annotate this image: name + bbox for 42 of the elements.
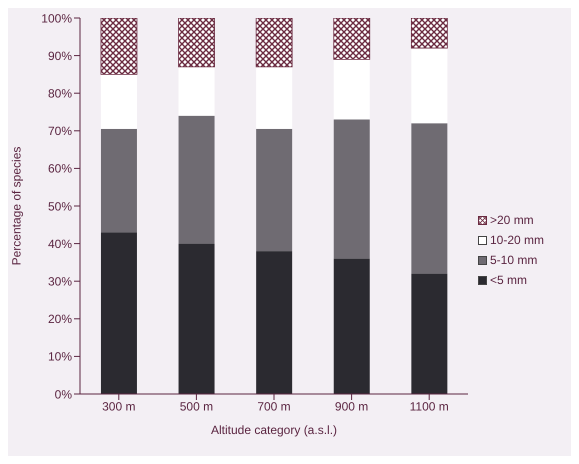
y-tick-label: 70% <box>48 124 72 138</box>
legend-label: 5-10 mm <box>490 253 538 267</box>
y-tick-label: 50% <box>48 199 72 214</box>
bar <box>334 120 370 259</box>
bar <box>100 74 137 129</box>
bar <box>100 18 138 75</box>
bar <box>334 59 370 120</box>
bar <box>178 18 215 68</box>
y-tick-label: 20% <box>48 312 72 326</box>
bar <box>334 258 370 394</box>
x-axis-title: Altitude category (a.s.l.) <box>210 423 338 437</box>
bar <box>256 18 293 68</box>
bar <box>256 66 292 129</box>
bar <box>178 116 215 244</box>
y-tick-label: 30% <box>48 274 72 288</box>
bar <box>256 128 292 252</box>
bar <box>178 244 215 394</box>
x-tick-label: 900 m <box>334 400 368 414</box>
bar <box>411 123 448 274</box>
x-tick-label: 500 m <box>180 400 214 414</box>
legend-label: <5 mm <box>490 273 528 287</box>
bar <box>411 274 448 394</box>
bar <box>100 128 137 232</box>
bar <box>100 232 137 394</box>
bar <box>333 18 370 60</box>
x-tick-label: 1100 m <box>410 400 449 414</box>
y-tick-label: 100% <box>41 11 72 26</box>
bar <box>256 251 292 394</box>
y-tick-label: 0% <box>54 387 72 402</box>
y-tick-label: 40% <box>48 236 72 251</box>
y-tick-label: 80% <box>48 86 72 100</box>
bar <box>178 66 215 116</box>
y-axis-title: Percentage of species <box>9 146 24 266</box>
y-tick-label: 90% <box>48 48 72 63</box>
y-tick-label: 60% <box>48 162 72 176</box>
bar <box>410 18 448 48</box>
bar <box>411 48 448 124</box>
legend-label: 10-20 mm <box>490 233 544 247</box>
y-tick-label: 10% <box>48 350 72 364</box>
x-tick-label: 300 m <box>102 400 136 414</box>
x-tick-label: 700 m <box>257 400 291 414</box>
text: >20 mm <box>490 213 534 227</box>
